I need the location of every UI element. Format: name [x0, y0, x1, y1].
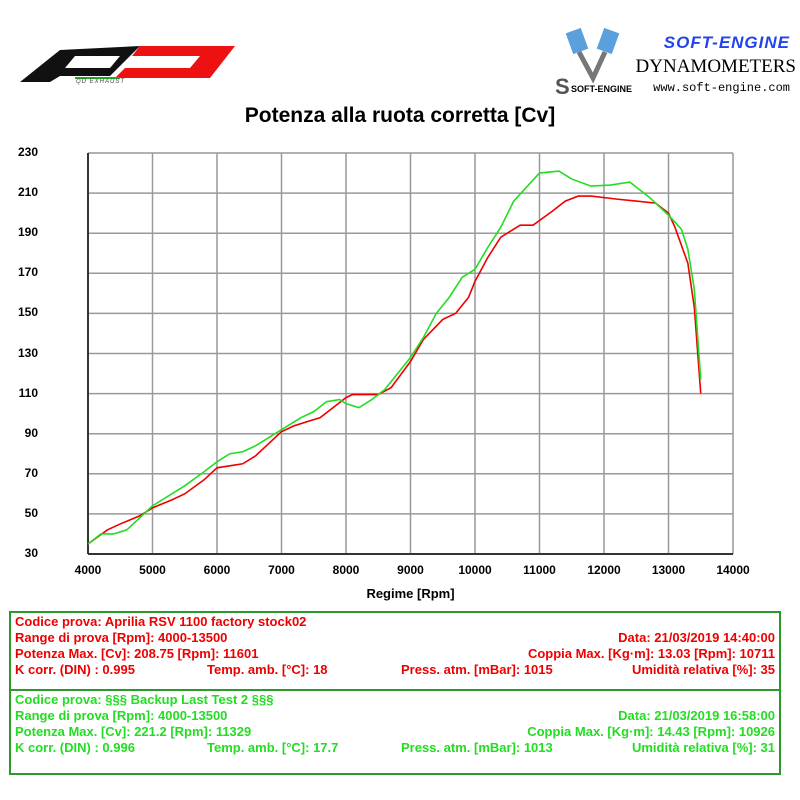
humidity: Umidità relativa [%]: 31: [631, 740, 775, 755]
ambient-temp: Temp. amb. [°C]: 18: [207, 662, 328, 677]
svg-text:SOFT-ENGINE: SOFT-ENGINE: [571, 84, 632, 94]
soft-engine-brand: SOFT-ENGINE: [663, 33, 790, 52]
test-range: Range di prova [Rpm]: 4000-13500: [15, 630, 228, 645]
test-code: Codice prova: Aprilia RSV 1100 factory s…: [15, 614, 307, 629]
y-tick-label: 150: [17, 305, 38, 320]
qd-exhaust-logo: [20, 46, 235, 82]
x-tick-label: 8000: [332, 563, 360, 577]
power-chart: [87, 152, 734, 555]
x-tick-label: 4000: [74, 563, 102, 577]
x-tick-label: 7000: [268, 563, 295, 577]
y-tick-label: 50: [24, 505, 38, 520]
max-power: Potenza Max. [Cv]: 221.2 [Rpm]: 11329: [15, 724, 252, 739]
k-corr: K corr. (DIN) : 0.995: [15, 662, 135, 677]
y-tick-label: 90: [24, 425, 38, 440]
y-tick-label: 30: [24, 546, 38, 560]
test-range: Range di prova [Rpm]: 4000-13500: [15, 708, 228, 723]
y-tick-label: 190: [17, 225, 38, 240]
series-line-1: [87, 195, 702, 545]
qd-exhaust-logo-text: QD EXHAUST: [76, 79, 126, 85]
ambient-temp: Temp. amb. [°C]: 17.7: [207, 740, 339, 755]
y-tick-label: 130: [17, 345, 38, 360]
test-date: Data: 21/03/2019 14:40:00: [618, 630, 775, 645]
k-corr: K corr. (DIN) : 0.996: [15, 740, 135, 755]
website-url: www.soft-engine.com: [653, 81, 790, 95]
x-tick-label: 5000: [139, 563, 166, 577]
x-tick-label: 9000: [397, 563, 424, 577]
x-tick-label: 12000: [587, 563, 621, 577]
y-tick-label: 230: [17, 145, 38, 159]
x-tick-label: 13000: [651, 563, 686, 577]
x-tick-label: 10000: [458, 563, 492, 577]
x-tick-label: 6000: [203, 563, 231, 577]
test-info-1: Codice prova: Aprilia RSV 1100 factory s…: [9, 611, 781, 691]
x-tick-label: 14000: [716, 563, 750, 577]
humidity: Umidità relativa [%]: 35: [631, 662, 775, 677]
soft-engine-piston-logo: S SOFT-ENGINE: [555, 28, 632, 98]
y-tick-label: 170: [17, 265, 38, 280]
y-tick-label: 110: [18, 385, 38, 400]
dynamometers-label: DYNAMOMETERS: [635, 56, 796, 77]
test-date: Data: 21/03/2019 16:58:00: [618, 708, 775, 723]
max-torque: Coppia Max. [Kg·m]: 13.03 [Rpm]: 10711: [527, 646, 775, 661]
atm-pressure: Press. atm. [mBar]: 1015: [401, 662, 553, 677]
chart-title: Potenza alla ruota corretta [Cv]: [244, 104, 556, 127]
test-info-2: Codice prova: §§§ Backup Last Test 2 §§§…: [9, 689, 781, 775]
x-axis-label: Regime [Rpm]: [366, 586, 455, 601]
y-tick-label: 70: [24, 465, 38, 480]
svg-text:S: S: [555, 74, 570, 98]
x-tick-label: 11000: [523, 563, 556, 577]
max-power: Potenza Max. [Cv]: 208.75 [Rpm]: 11601: [15, 646, 259, 661]
series-line-2: [87, 170, 702, 545]
max-torque: Coppia Max. [Kg·m]: 14.43 [Rpm]: 10926: [527, 724, 775, 739]
atm-pressure: Press. atm. [mBar]: 1013: [401, 740, 553, 755]
test-code: Codice prova: §§§ Backup Last Test 2 §§§: [15, 692, 274, 707]
y-tick-label: 210: [17, 185, 38, 200]
